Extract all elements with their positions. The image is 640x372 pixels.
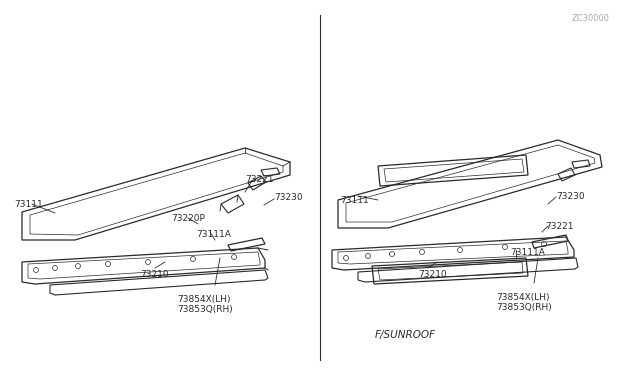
Text: 73220P: 73220P	[171, 214, 205, 223]
Text: 73210: 73210	[418, 270, 447, 279]
Text: F/SUNROOF: F/SUNROOF	[375, 330, 436, 340]
Text: 73111: 73111	[14, 200, 43, 209]
Text: 73221: 73221	[545, 222, 573, 231]
Text: 73230: 73230	[274, 193, 303, 202]
Text: 73111A: 73111A	[196, 230, 231, 239]
Text: ZC30000: ZC30000	[572, 13, 610, 22]
Text: 73111: 73111	[340, 196, 369, 205]
Text: 73210: 73210	[140, 270, 168, 279]
Text: 73854X(LH)
73853Q(RH): 73854X(LH) 73853Q(RH)	[177, 295, 233, 314]
Text: 73111A: 73111A	[510, 248, 545, 257]
Text: 73854X(LH)
73853Q(RH): 73854X(LH) 73853Q(RH)	[496, 293, 552, 312]
Text: 73221: 73221	[245, 175, 273, 184]
Text: 73230: 73230	[556, 192, 584, 201]
